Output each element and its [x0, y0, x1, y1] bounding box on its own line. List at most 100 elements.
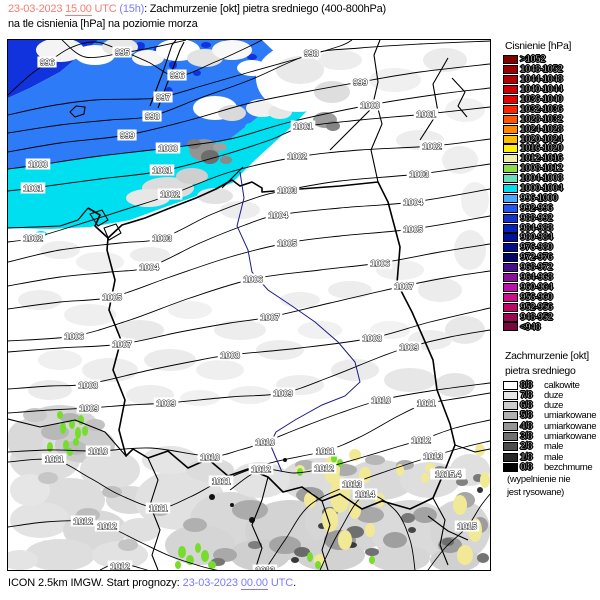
isobar-label-box: [391, 280, 417, 292]
cloud-patch: [118, 539, 138, 551]
coastline-border-fragment: [454, 444, 490, 453]
cloud-patch: [213, 143, 227, 151]
isobar-1004: [8, 188, 490, 287]
isobar-label: 996: [40, 58, 55, 69]
cloud-amount-label: male: [544, 451, 563, 463]
pressure-range: 1008-1012: [520, 163, 564, 175]
pressure-legend-row: 964-968: [503, 272, 600, 283]
pressure-range: 1028-1032: [520, 113, 564, 125]
isobar-label: 1012: [73, 517, 92, 528]
okta-value: 1/8: [520, 451, 534, 463]
map-frame: [7, 39, 491, 571]
cloud-patch: [442, 538, 454, 546]
pressure-patch-1012-1016: [349, 449, 361, 461]
cloud-patch: [102, 486, 122, 498]
coastline-border-fragment: [89, 209, 109, 227]
isobar-label: 1002: [23, 234, 42, 245]
cloud-patch: [76, 252, 124, 272]
isobar-label-box: [145, 502, 171, 514]
color-swatch: [503, 203, 518, 213]
isobar-label: 1008: [220, 351, 239, 362]
isobar-label-box: [20, 232, 46, 244]
isobar-label: 999: [353, 78, 368, 89]
isobar-1000: [8, 87, 490, 170]
pressure-speck-1008-1012: [73, 438, 79, 446]
okta-value: 7/8: [520, 389, 534, 401]
isobar-label: 1005: [277, 239, 297, 250]
coastline-border-fragment: [69, 105, 86, 118]
isobar-label-box: [290, 120, 316, 132]
pressure-legend-row: 960-964: [503, 282, 600, 293]
coastline-border-fragment: [432, 497, 449, 566]
isobar-label: 1007: [394, 282, 413, 293]
cloud-patch: [130, 247, 170, 263]
color-swatch: [503, 104, 518, 114]
pressure-speck-1008-1012: [75, 427, 81, 439]
cloud-patch: [314, 81, 350, 103]
footer-prefix: ICON 2.5km IMGW. Start prognozy:: [8, 577, 183, 589]
isobar-label-box: [406, 168, 432, 180]
pressure-legend-row: 968-972: [503, 262, 600, 274]
pressure-speck-1008-1012: [201, 550, 209, 562]
okta-value: 2/8: [520, 441, 534, 453]
cloud-patch: [116, 320, 164, 340]
pressure-speck-1008-1012: [208, 561, 216, 569]
pressure-speck-1008-1012: [315, 561, 321, 569]
pressure-speck-1000-1004: [245, 123, 255, 131]
pressure-range: 1024-1028: [520, 123, 564, 135]
pressure-legend-row: 956-960: [503, 291, 600, 303]
pressure-legend-row: 1048-1052: [503, 64, 600, 76]
pressure-range: 984-988: [520, 222, 554, 234]
cloud-patch: [228, 386, 272, 404]
pressure-speck-lt996: [247, 54, 257, 60]
isobar-label: 997: [156, 93, 171, 104]
isobar-label: 1011: [212, 477, 232, 488]
pressure-patch-1012-1016: [338, 530, 352, 550]
isobar-label-box: [270, 387, 296, 399]
pressure-range: 996-1000: [520, 192, 559, 205]
isobar-label-box: [208, 475, 234, 487]
cloud-patch: [456, 478, 468, 486]
pressure-legend-row: 1000-1004: [503, 183, 600, 194]
pressure-patch-1012-1016: [453, 495, 467, 515]
cloud-patch: [291, 557, 299, 563]
pressure-range: 988-992: [520, 212, 554, 224]
pressure-speck-1008-1012: [69, 419, 75, 429]
isobar-label: 1011: [417, 399, 437, 410]
cloud-legend-note-line2: jest rysowane): [507, 486, 565, 498]
isobar-label-box: [76, 402, 102, 414]
cloud-patch: [212, 40, 252, 60]
isobar-999: [8, 63, 490, 153]
isobar-1005: [8, 215, 490, 310]
pressure-speck-1008-1012: [47, 442, 53, 452]
pressure-legend-row: 1020-1024: [503, 133, 600, 145]
cloud-legend: 8/8 calkowite 7/8 duze 6/8 duze 5/8 umiarkowane…: [503, 379, 600, 474]
isobar-label-box: [197, 451, 223, 463]
cloud-legend-row: 7/8 duze: [503, 389, 600, 401]
pressure-legend-row: 1044-1048: [503, 74, 600, 86]
okta-value: 0/8: [520, 461, 534, 474]
footer-time: 00.00: [240, 577, 268, 590]
color-swatch: [503, 411, 518, 421]
cloud-legend-row: 2/8 male: [503, 441, 600, 453]
isobar-label: 1015: [457, 522, 477, 533]
cloud-patch: [218, 105, 246, 121]
cloud-patch: [477, 553, 489, 563]
river-vistula: [236, 171, 361, 473]
pressure-speck-1008-1012: [57, 411, 63, 419]
isobar-label: 1001: [23, 184, 43, 195]
okta-value: 5/8: [520, 410, 534, 422]
cloud-legend-row: 8/8 calkowite: [503, 379, 600, 391]
color-swatch: [503, 95, 518, 104]
cloud-patch: [82, 358, 138, 382]
isobar-label-box: [352, 488, 378, 500]
cloud-patch: [454, 230, 486, 270]
cloud-patch: [328, 281, 372, 299]
coastline-border-fragment: [419, 57, 449, 141]
isobar-label: 1007: [112, 340, 131, 351]
color-swatch: [503, 154, 518, 164]
color-swatch: [503, 263, 518, 273]
color-swatch: [503, 273, 518, 283]
isobar-label-box: [149, 164, 175, 176]
